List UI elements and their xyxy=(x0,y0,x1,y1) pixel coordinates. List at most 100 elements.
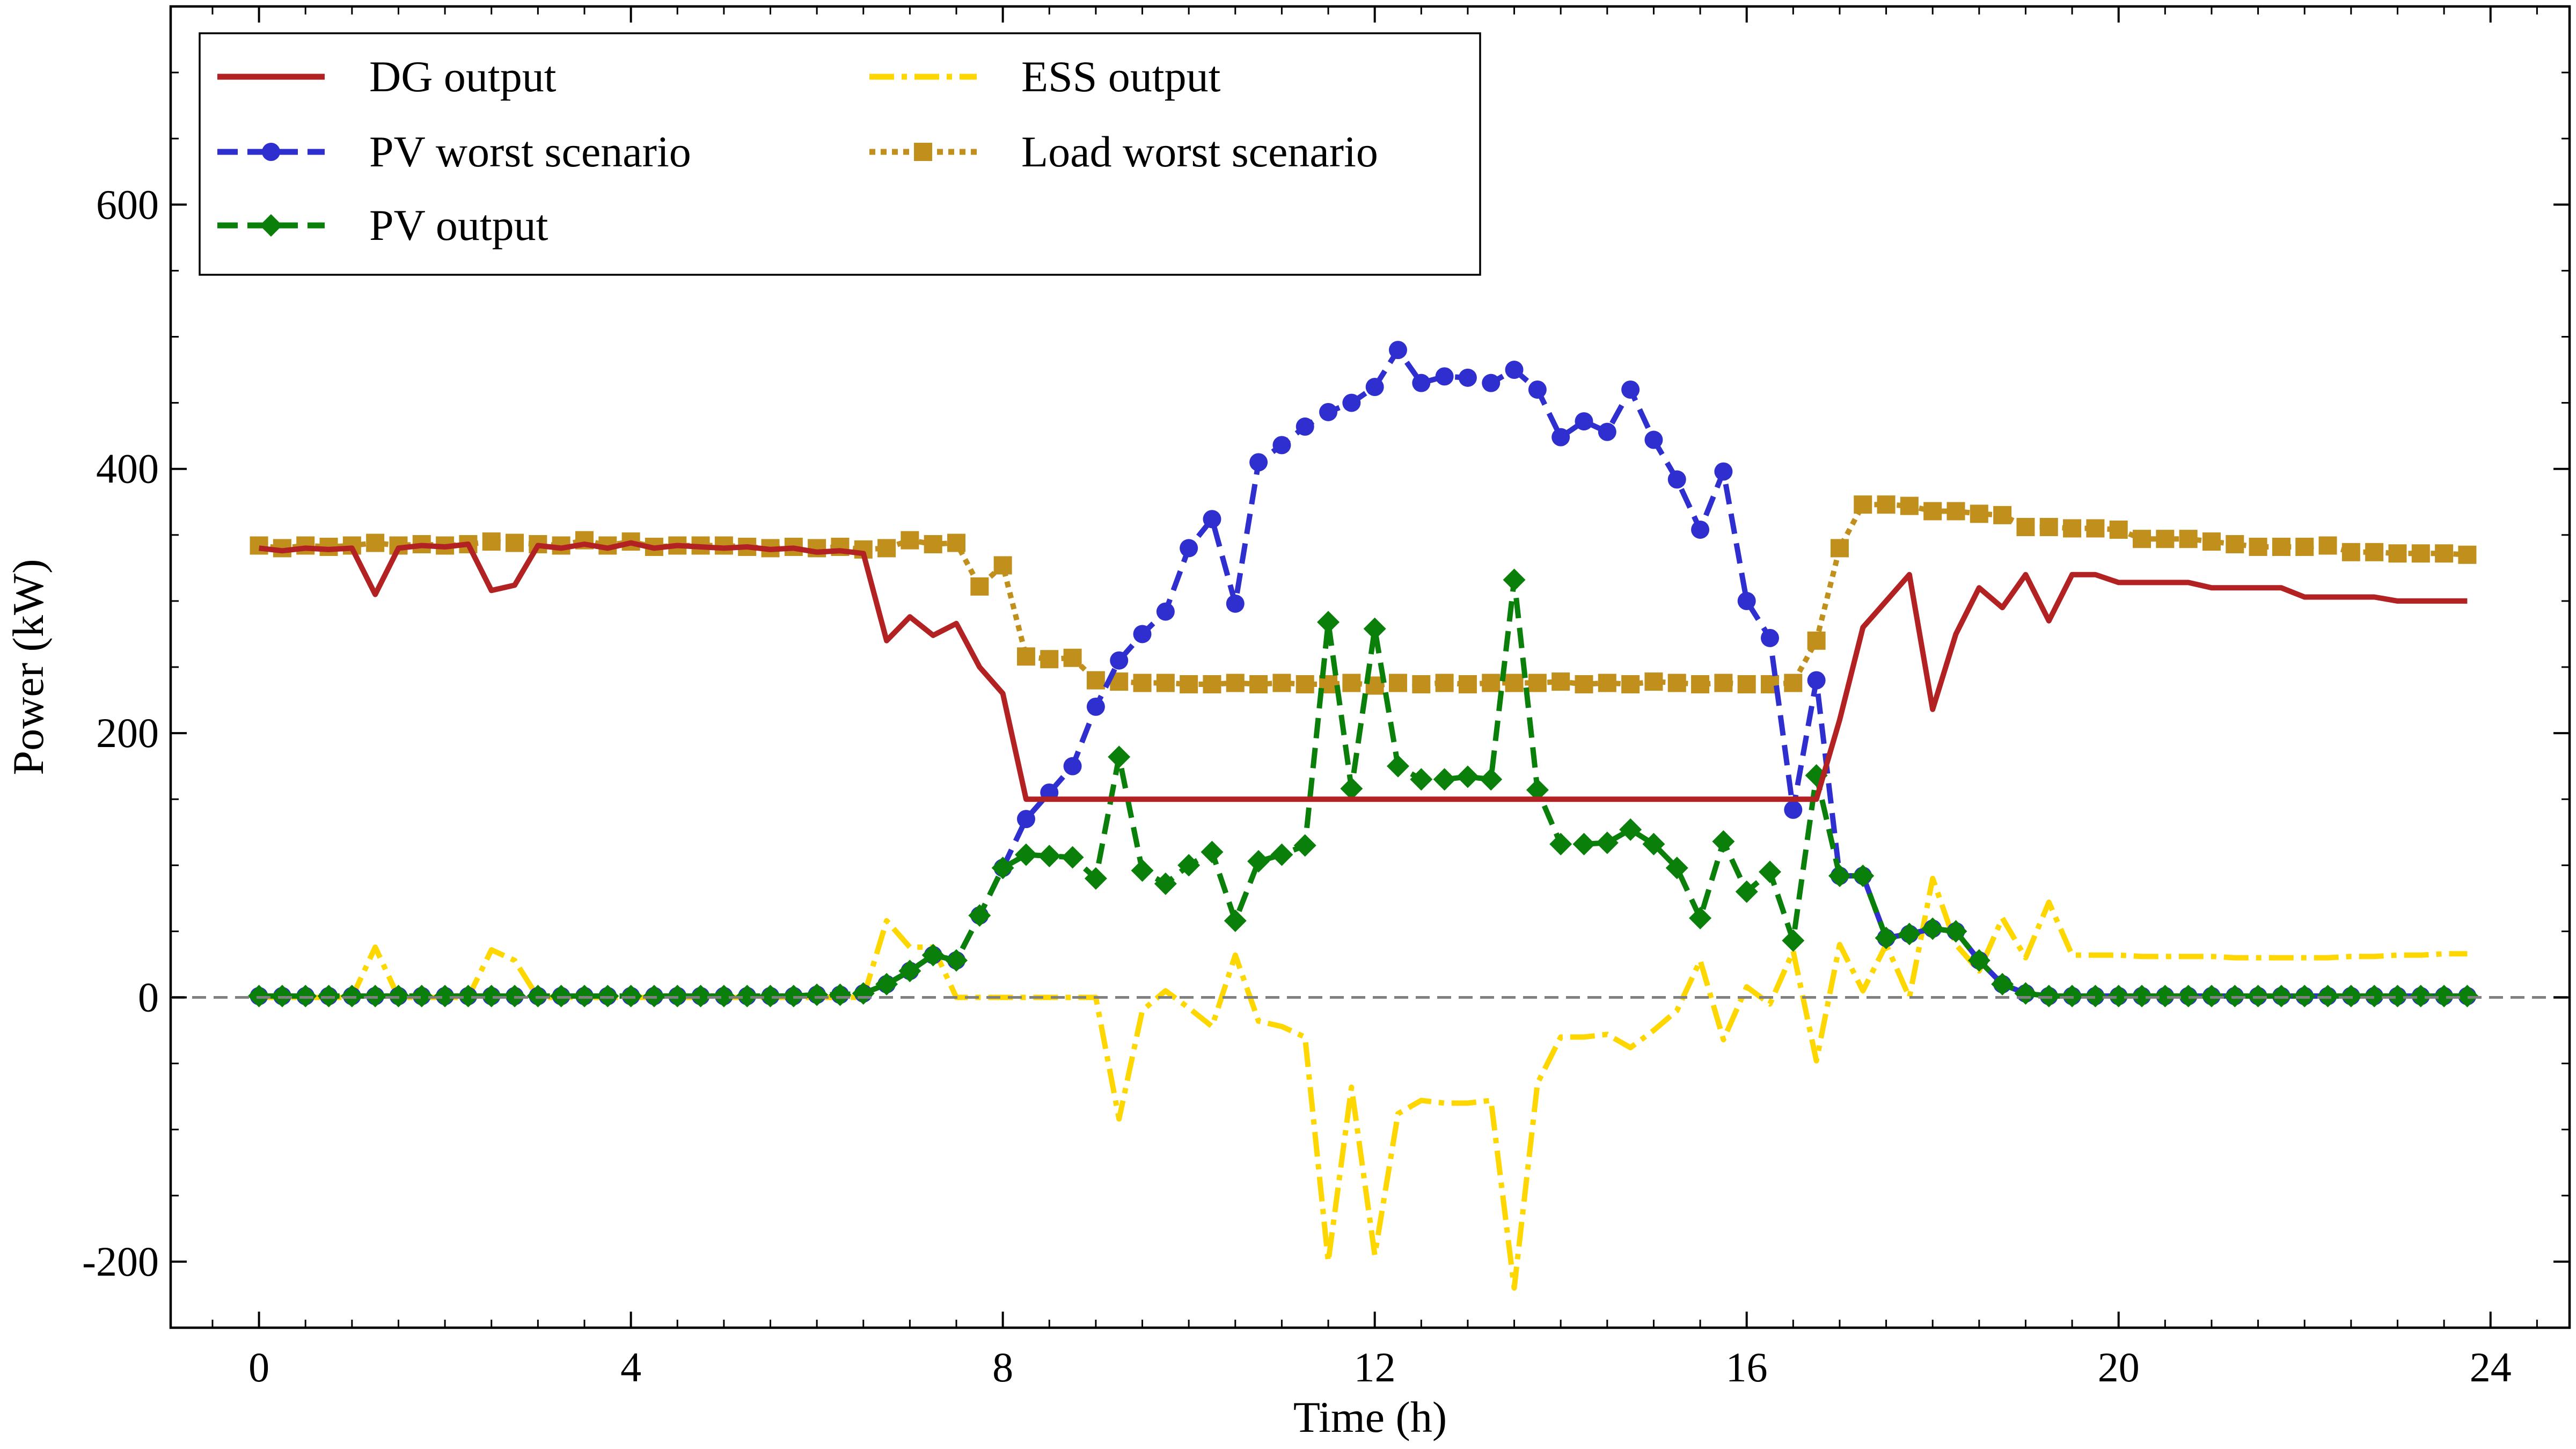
data-point-pv-worst-scenario xyxy=(1505,361,1524,379)
data-point-load-worst-scenario xyxy=(1342,674,1361,692)
data-point-pv-output xyxy=(2131,985,2154,1008)
data-point-pv-worst-scenario xyxy=(1552,428,1570,447)
data-point-pv-output xyxy=(1410,768,1433,791)
data-point-load-worst-scenario xyxy=(1040,650,1059,669)
data-point-pv-output xyxy=(1875,926,1898,949)
data-point-load-worst-scenario xyxy=(1296,675,1314,694)
data-point-pv-worst-scenario xyxy=(1621,380,1640,399)
data-point-pv-output xyxy=(1944,920,1967,943)
legend-label-ess-output: ESS output xyxy=(1021,52,1221,101)
data-point-pv-output xyxy=(991,857,1014,880)
data-point-pv-output xyxy=(945,949,968,972)
y-tick-label: 400 xyxy=(96,445,159,492)
data-point-pv-output xyxy=(1433,768,1456,791)
series-pv-output xyxy=(247,568,2479,1008)
data-point-load-worst-scenario xyxy=(1854,495,1872,514)
data-point-load-worst-scenario xyxy=(1180,675,1198,694)
data-point-pv-worst-scenario xyxy=(1691,520,1710,539)
data-point-load-worst-scenario xyxy=(1505,674,1524,692)
legend-entry-pv-output: PV output xyxy=(217,201,548,250)
data-point-pv-worst-scenario xyxy=(1412,374,1431,392)
x-tick-label: 12 xyxy=(1354,1344,1396,1391)
data-point-pv-worst-scenario xyxy=(1249,453,1268,472)
x-tick-label: 0 xyxy=(248,1344,269,1391)
data-point-pv-output xyxy=(1851,864,1875,887)
data-point-load-worst-scenario xyxy=(2411,544,2430,563)
data-point-pv-output xyxy=(921,943,945,967)
data-point-load-worst-scenario xyxy=(1667,674,1686,692)
data-point-pv-output xyxy=(1782,929,1805,952)
data-point-pv-output xyxy=(2386,985,2409,1008)
data-point-pv-output xyxy=(1363,617,1386,640)
data-point-pv-output xyxy=(736,985,759,1008)
data-point-load-worst-scenario xyxy=(1203,675,1221,694)
data-point-pv-worst-scenario xyxy=(1180,539,1198,558)
data-point-pv-output xyxy=(1317,611,1340,634)
data-point-pv-output xyxy=(1038,845,1061,868)
data-point-load-worst-scenario xyxy=(2109,520,2128,539)
data-point-pv-worst-scenario xyxy=(1784,800,1803,819)
data-point-load-worst-scenario xyxy=(2039,518,2058,537)
data-point-pv-worst-scenario xyxy=(1644,430,1663,449)
data-point-pv-output xyxy=(2456,985,2479,1008)
data-point-pv-output xyxy=(2433,985,2456,1008)
data-point-load-worst-scenario xyxy=(482,532,501,551)
data-point-pv-worst-scenario xyxy=(1761,628,1779,647)
data-point-load-worst-scenario xyxy=(1226,674,1245,692)
data-point-load-worst-scenario xyxy=(1272,674,1291,692)
legend-label-dg-output: DG output xyxy=(369,52,557,101)
data-point-pv-output xyxy=(1712,830,1735,853)
legend-label-pv-output: PV output xyxy=(369,201,548,250)
data-point-pv-output xyxy=(689,985,712,1008)
legend-entry-dg-output: DG output xyxy=(217,52,557,101)
data-point-pv-output xyxy=(1689,906,1712,930)
y-tick-label: 0 xyxy=(138,974,159,1021)
x-tick-label: 4 xyxy=(620,1344,641,1391)
legend-marker-pv-output xyxy=(260,214,282,237)
data-point-pv-output xyxy=(1735,880,1758,903)
data-point-pv-worst-scenario xyxy=(1667,470,1686,489)
data-point-pv-worst-scenario xyxy=(1319,402,1338,421)
data-point-pv-output xyxy=(2084,985,2107,1008)
data-point-pv-worst-scenario xyxy=(1807,671,1826,690)
x-tick-label: 8 xyxy=(992,1344,1013,1391)
series-ess-output xyxy=(259,875,2468,1291)
data-point-pv-worst-scenario xyxy=(1296,417,1314,436)
data-point-load-worst-scenario xyxy=(1807,631,1826,650)
data-point-pv-worst-scenario xyxy=(1528,380,1547,399)
legend-entry-ess-output: ESS output xyxy=(869,52,1221,101)
data-point-load-worst-scenario xyxy=(1993,506,2012,524)
series-layer xyxy=(247,341,2479,1291)
data-point-pv-output xyxy=(1177,854,1201,877)
data-point-pv-output xyxy=(1293,834,1316,857)
data-point-pv-worst-scenario xyxy=(1435,367,1454,386)
data-point-load-worst-scenario xyxy=(1156,674,1175,692)
y-axis-title: Power (kW) xyxy=(4,559,53,775)
x-tick-label: 20 xyxy=(2098,1344,2140,1391)
x-tick-label: 16 xyxy=(1726,1344,1768,1391)
series-pv-worst-scenario xyxy=(250,341,2477,1006)
series-line-dg-output xyxy=(259,540,2468,802)
data-point-pv-output xyxy=(457,985,480,1008)
data-point-pv-worst-scenario xyxy=(1388,341,1407,360)
data-point-pv-output xyxy=(2154,985,2177,1008)
data-point-load-worst-scenario xyxy=(1528,674,1547,692)
data-point-pv-output xyxy=(829,983,852,1006)
data-point-pv-output xyxy=(1991,972,2014,996)
data-point-load-worst-scenario xyxy=(2388,544,2407,563)
data-point-load-worst-scenario xyxy=(2202,532,2221,551)
data-point-pv-output xyxy=(1108,745,1131,769)
data-point-pv-worst-scenario xyxy=(1737,591,1756,610)
data-point-load-worst-scenario xyxy=(1482,674,1501,692)
data-point-load-worst-scenario xyxy=(1016,647,1035,666)
legend-label-pv-worst-scenario: PV worst scenario xyxy=(369,127,691,176)
data-point-load-worst-scenario xyxy=(2249,537,2267,556)
data-point-load-worst-scenario xyxy=(1063,648,1082,667)
y-tick-label: 600 xyxy=(96,181,159,228)
data-point-pv-output xyxy=(410,985,433,1008)
data-point-pv-output xyxy=(1480,768,1503,791)
data-point-load-worst-scenario xyxy=(2435,544,2454,563)
data-point-pv-output xyxy=(434,985,457,1008)
data-point-load-worst-scenario xyxy=(2318,536,2337,555)
data-point-pv-worst-scenario xyxy=(1342,393,1361,412)
